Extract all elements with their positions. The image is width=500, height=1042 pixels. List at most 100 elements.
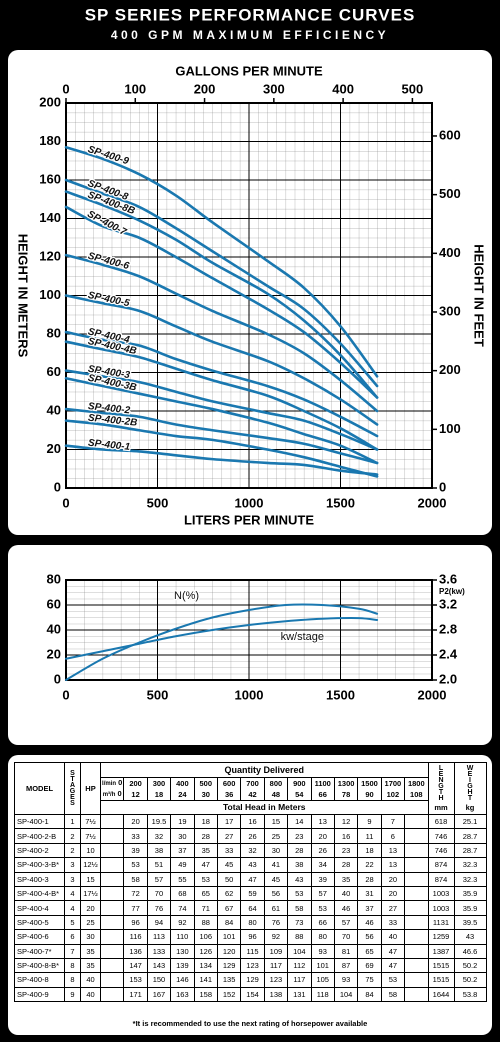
length: 1387 (427, 943, 455, 959)
weight: 25.1 (453, 813, 487, 830)
head-value: 53 (310, 900, 335, 916)
flow-value: 108 (410, 790, 423, 799)
head-value: 158 (193, 986, 218, 1003)
head-value: 20 (310, 828, 335, 844)
head-value: 46 (333, 900, 359, 916)
head-value: 65 (193, 885, 218, 902)
head-value: 28 (287, 842, 312, 859)
x2-tick-label: 100 (124, 81, 146, 96)
stages: 5 (64, 914, 81, 931)
head-value: 28 (193, 828, 218, 844)
hp: 35 (80, 943, 101, 959)
head-value: 75 (357, 972, 382, 988)
head-value: 27 (216, 828, 242, 844)
weight: 35.9 (453, 885, 487, 902)
curve (64, 205, 379, 399)
weight: 50.2 (453, 972, 487, 988)
head-value: 47 (240, 871, 265, 887)
head-value: 55 (170, 871, 195, 887)
head-value: 43 (287, 871, 312, 887)
head-value: 56 (263, 885, 289, 902)
flow-value: 30 (201, 790, 210, 799)
length: 746 (427, 828, 455, 844)
head-value: 41 (263, 857, 289, 873)
head-value: 88 (193, 914, 218, 931)
data-row: SP-400-8 8 40 153 150 146 141 135 129 123 117 105 93… (14, 972, 487, 988)
flow-header: 36 (216, 789, 242, 801)
unit: l/min (102, 781, 117, 787)
x-tick-label: 2000 (418, 687, 447, 702)
y2-tick-label: 400 (439, 245, 461, 260)
curve (64, 407, 379, 465)
x2-tick-label: 300 (263, 81, 285, 96)
flow-header: 78 (333, 789, 359, 801)
flow-header: 400 (170, 777, 195, 789)
flow-value: 300 (152, 779, 166, 788)
model: SP-400-7* (14, 943, 65, 959)
head-value: 31 (357, 885, 382, 902)
x-tick-label: 0 (62, 495, 69, 510)
curve (64, 369, 379, 451)
head-value: 19.5 (146, 813, 172, 830)
y2-tick-label: 300 (439, 303, 461, 318)
head-value: 141 (193, 972, 218, 988)
head-value: 61 (263, 900, 289, 916)
head-value: 58 (287, 900, 312, 916)
flow-header: 1500 (357, 777, 382, 789)
head-value: 45 (216, 857, 242, 873)
head-value: 117 (263, 957, 289, 974)
model: SP-400-5 (14, 914, 65, 931)
head-value: 12 (333, 813, 359, 830)
head-value: 138 (263, 986, 289, 1003)
head-value: 110 (170, 929, 195, 945)
curve (64, 444, 379, 476)
curve (64, 190, 379, 399)
flow-header: 108 (404, 789, 429, 801)
head-value: 19 (170, 813, 195, 830)
x-tick-label: 0 (62, 687, 69, 702)
head-value: 37 (357, 900, 382, 916)
head-value: 74 (170, 900, 195, 916)
stages: 2 (64, 828, 81, 844)
y2-axis-label: HEIGHT IN FEET (472, 244, 487, 347)
empty-cell (404, 900, 429, 916)
stages: 4 (64, 885, 81, 902)
head-value: 59 (240, 885, 265, 902)
flow-header: 30 (193, 789, 218, 801)
head-value: 93 (333, 972, 359, 988)
model: SP-400-6 (14, 929, 65, 945)
head-value: 123 (263, 972, 289, 988)
head-value: 129 (216, 957, 242, 974)
empty-cell (404, 972, 429, 988)
flow-header: 1100 (310, 777, 335, 789)
head-value: 133 (146, 943, 172, 959)
x2-tick-label: 0 (62, 81, 69, 96)
x-tick-label: 1000 (235, 687, 264, 702)
y-axis-label: HEIGHT IN METERS (16, 234, 31, 358)
head-value: 69 (357, 957, 382, 974)
head-value: 136 (123, 943, 148, 959)
head-value: 92 (170, 914, 195, 931)
head-value: 18 (357, 842, 382, 859)
empty-cell (404, 842, 429, 859)
head-value: 38 (287, 857, 312, 873)
head-value: 35 (193, 842, 218, 859)
model: SP-400-1 (14, 813, 65, 830)
head-value: 143 (146, 957, 172, 974)
weight: 53.8 (453, 986, 487, 1003)
head-value: 7 (380, 813, 406, 830)
hp: 7½ (80, 828, 101, 844)
curve (64, 178, 379, 388)
head-value: 135 (216, 972, 242, 988)
hp: 12½ (80, 857, 101, 873)
x-tick-label: 500 (147, 687, 169, 702)
head-value: 76 (263, 914, 289, 931)
head-value: 22 (357, 857, 382, 873)
length: 1515 (427, 957, 455, 974)
head-value: 33 (123, 828, 148, 844)
head-value: 88 (287, 929, 312, 945)
table: MODEL STAGES HP Quantity Delivered LENGTH mm W… (14, 762, 487, 1003)
data-row: SP-400-7* 7 35 136 133 130 126 120 115 109 104 93 81… (14, 943, 487, 959)
empty-cell (404, 929, 429, 945)
unit: m³/h (102, 792, 116, 798)
